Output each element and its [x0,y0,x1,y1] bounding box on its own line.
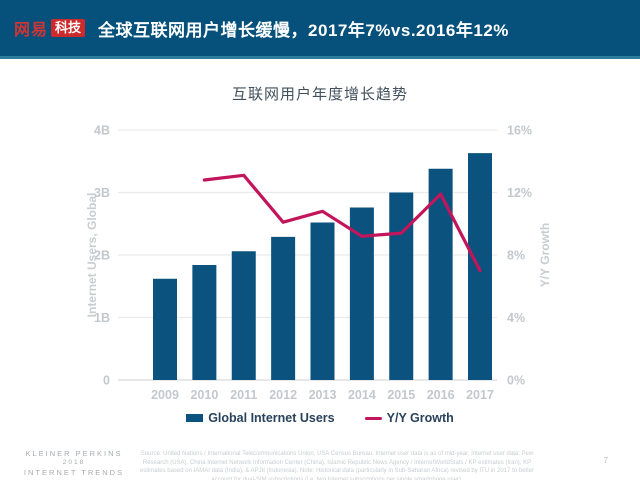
left-axis-tick: 3B [94,186,110,200]
x-label-2009: 2009 [151,388,179,402]
legend-item-line: Y/Y Growth [364,411,454,425]
line-series-swatch [364,416,382,420]
left-axis-tick: 4B [94,124,110,138]
bar-2017 [468,153,492,380]
left-axis-tick: 2B [94,249,110,263]
right-axis-tick: 4% [507,311,525,325]
right-axis-title: Y/Y Growth [538,223,552,287]
bar-2011 [231,251,256,380]
bar-series-swatch [186,414,204,422]
bar-2010 [192,265,217,380]
x-label-2013: 2013 [309,388,337,402]
bar-2015 [389,192,414,380]
x-label-2011: 2011 [230,388,257,402]
source-note: Source: United Nations / International T… [139,451,535,480]
chart-title: 互联网用户年度增长趋势 [231,86,408,103]
x-label-2017: 2017 [466,388,494,402]
bar-2013 [310,222,335,380]
left-axis-tick: 0 [103,374,110,388]
bar-2014 [349,207,374,380]
left-axis-title: Internet Users, Global [85,193,99,318]
x-label-2014: 2014 [348,388,376,402]
bar-series-label: Global Internet Users [208,411,335,425]
brand-name: KLEINER PERKINS [25,449,123,458]
right-axis-tick: 8% [507,249,525,263]
left-axis-tick: 1B [94,311,110,325]
bar-2009 [153,278,177,380]
brand-block: KLEINER PERKINS 2018 INTERNET TRENDS [10,449,138,478]
x-label-2012: 2012 [269,388,297,402]
x-label-2015: 2015 [387,388,415,402]
right-axis-tick: 0% [507,374,525,388]
page-number: 7 [603,456,608,465]
legend-item-bars: Global Internet Users [186,411,335,425]
page-title: 全球互联网用户增长缓慢，2017年7%vs.2016年12% [98,20,509,40]
chart-legend: Global Internet Users Y/Y Growth [0,410,640,426]
logo-sub-badge: 科技 [51,18,86,38]
right-axis-tick: 12% [507,186,532,200]
x-label-2016: 2016 [427,388,455,402]
x-label-2010: 2010 [190,388,218,402]
right-axis-tick: 16% [507,124,532,138]
header-banner: 网易 科技 全球互联网用户增长缓慢，2017年7%vs.2016年12% [0,0,640,59]
combo-chart: 0 0% 1B 4% 2B 8% 3B 12% 4B 16% Internet Users, Glo… [85,124,552,403]
growth-line [202,173,482,273]
logo-brand-text: 网易 [14,22,49,39]
netease-tech-logo[interactable]: 网易 科技 [14,16,86,40]
bar-2012 [271,236,296,380]
footer: KLEINER PERKINS 2018 INTERNET TRENDS Sou… [0,443,640,480]
brand-series: INTERNET TRENDS [23,467,125,477]
line-series-label: Y/Y Growth [386,411,454,425]
brand-year: 2018 [62,459,86,467]
